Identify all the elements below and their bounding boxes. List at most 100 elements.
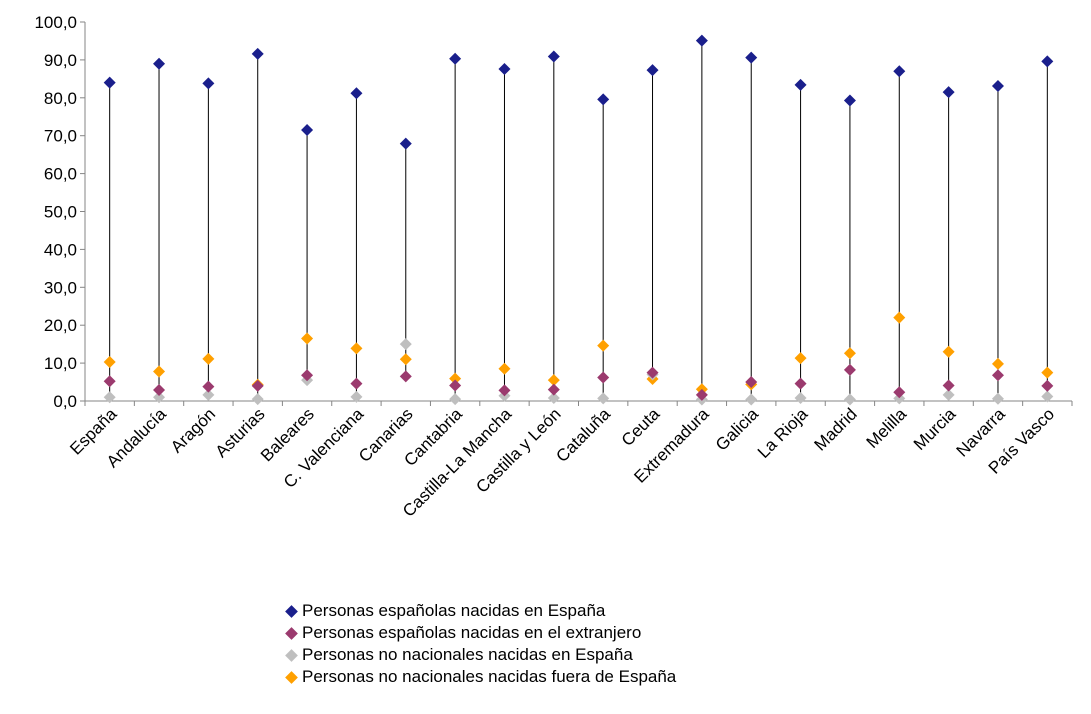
- legend-marker-icon: [285, 648, 298, 662]
- data-point: [153, 57, 166, 70]
- data-point: [202, 380, 215, 393]
- legend-marker-icon: [285, 670, 298, 684]
- legend-label: Personas españolas nacidas en el extranj…: [302, 623, 642, 642]
- chart: 0,0 10,0 20,0 30,0 40,0 50,0 60,0 70,0 80,0 90,0 1…: [34, 13, 1073, 521]
- data-point: [547, 391, 560, 404]
- data-point: [893, 386, 906, 399]
- data-point: [399, 353, 412, 366]
- data-point: [745, 51, 758, 64]
- data-point: [350, 377, 363, 390]
- data-point: [843, 94, 856, 107]
- data-point: [745, 376, 758, 389]
- x-tick-label: Madrid: [811, 404, 861, 454]
- y-tick-label: 10,0: [44, 354, 77, 373]
- data-point: [153, 384, 166, 397]
- data-point: [942, 388, 955, 401]
- data-point: [449, 52, 462, 65]
- y-tick-label: 0,0: [53, 392, 77, 411]
- data-point: [103, 391, 116, 404]
- data-point: [449, 372, 462, 385]
- data-point: [399, 338, 412, 351]
- data-point: [1041, 366, 1054, 379]
- data-point: [251, 393, 264, 406]
- data-point: [597, 371, 610, 384]
- data-point: [399, 137, 412, 150]
- legend-label: Personas españolas nacidas en España: [302, 601, 606, 620]
- data-point: [991, 369, 1004, 382]
- x-tick-label: Cataluña: [552, 404, 614, 466]
- y-tick-label: 20,0: [44, 316, 77, 335]
- data-point: [498, 362, 511, 375]
- data-point: [251, 47, 264, 60]
- y-tick-label: 40,0: [44, 240, 77, 259]
- legend-item: Personas no nacionales nacidas fuera de …: [283, 666, 676, 688]
- data-point: [350, 390, 363, 403]
- data-point: [153, 391, 166, 404]
- x-tick-label: Melilla: [863, 404, 911, 452]
- legend-marker-icon: [285, 626, 298, 640]
- data-point: [893, 311, 906, 324]
- data-point: [449, 393, 462, 406]
- data-point: [893, 65, 906, 78]
- data-point: [991, 357, 1004, 370]
- data-point: [350, 342, 363, 355]
- y-tick-label: 50,0: [44, 203, 77, 222]
- data-point: [301, 332, 314, 345]
- data-point: [695, 34, 708, 47]
- data-point: [942, 379, 955, 392]
- data-point: [794, 352, 807, 365]
- data-point: [103, 355, 116, 368]
- data-point: [893, 392, 906, 405]
- data-point: [646, 366, 659, 379]
- data-point: [597, 392, 610, 405]
- data-point: [547, 374, 560, 387]
- axes: [80, 21, 1073, 406]
- data-point: [794, 377, 807, 390]
- y-tick-label: 100,0: [34, 13, 77, 32]
- legend-item: Personas españolas nacidas en el extranj…: [283, 622, 676, 644]
- x-tick-label: Ceuta: [618, 404, 664, 450]
- data-point: [350, 87, 363, 100]
- data-point: [843, 347, 856, 360]
- data-point: [301, 369, 314, 382]
- data-point: [301, 124, 314, 137]
- data-point: [794, 391, 807, 404]
- data-point: [843, 393, 856, 406]
- data-point: [202, 77, 215, 90]
- data-point: [498, 62, 511, 75]
- data-point: [498, 384, 511, 397]
- data-point: [1041, 379, 1054, 392]
- data-point: [942, 86, 955, 99]
- y-tick-label: 60,0: [44, 165, 77, 184]
- data-point: [745, 393, 758, 406]
- data-points: [103, 34, 1054, 406]
- data-point: [547, 50, 560, 63]
- legend-label: Personas no nacionales nacidas fuera de …: [302, 667, 677, 686]
- y-tick-label: 90,0: [44, 51, 77, 70]
- data-point: [991, 80, 1004, 93]
- data-point: [942, 345, 955, 358]
- data-point: [153, 365, 166, 378]
- y-tick-label: 80,0: [44, 89, 77, 108]
- data-point: [103, 375, 116, 388]
- y-tick-labels: 0,0 10,0 20,0 30,0 40,0 50,0 60,0 70,0 80,0 90,0 1…: [34, 13, 77, 411]
- legend-item: Personas no nacionales nacidas en España: [283, 644, 676, 666]
- data-point: [646, 64, 659, 77]
- data-point: [202, 352, 215, 365]
- data-point: [202, 388, 215, 401]
- data-point: [449, 379, 462, 392]
- legend-marker-icon: [285, 604, 298, 618]
- data-point: [794, 78, 807, 91]
- data-point: [103, 76, 116, 89]
- legend-label: Personas no nacionales nacidas en España: [302, 645, 633, 664]
- data-point: [251, 379, 264, 392]
- x-tick-label: La Rioja: [754, 404, 812, 462]
- data-point: [843, 363, 856, 376]
- y-tick-label: 70,0: [44, 127, 77, 146]
- data-point: [991, 392, 1004, 405]
- drop-lines: [109, 40, 1048, 400]
- data-point: [1041, 390, 1054, 403]
- data-point: [1041, 55, 1054, 68]
- data-point: [597, 339, 610, 352]
- data-point: [399, 370, 412, 383]
